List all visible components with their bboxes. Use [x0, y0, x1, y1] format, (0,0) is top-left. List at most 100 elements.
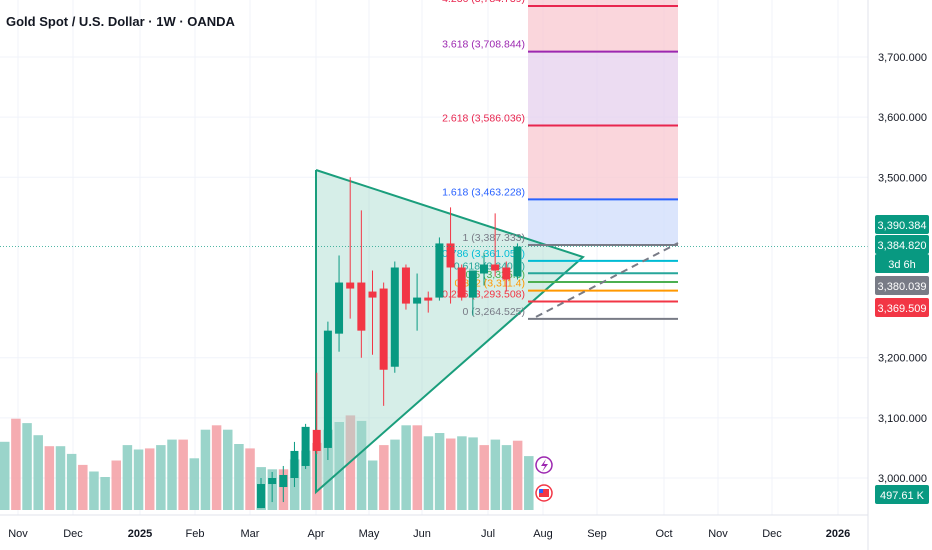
- volume-bar: [200, 429, 211, 510]
- candle-body: [502, 267, 511, 280]
- chart-title: Gold Spot / U.S. Dollar · 1W · OANDA: [6, 14, 235, 29]
- price-badge-label: 3,380.039: [878, 281, 927, 293]
- volume-bar: [490, 439, 501, 510]
- y-tick-label: 3,200.000: [878, 353, 927, 365]
- volume-bar: [55, 446, 66, 510]
- volume-bar: [122, 445, 133, 510]
- y-tick-label: 3,500.000: [878, 172, 927, 184]
- price-badge-label: 3,369.509: [878, 303, 927, 315]
- candle-body: [268, 478, 277, 485]
- volume-bar: [446, 438, 456, 510]
- volume-bar: [223, 429, 233, 510]
- fib-label: 1.618 (3,463.228): [442, 186, 525, 198]
- candle-body: [413, 297, 422, 304]
- y-tick-label: 3,000.000: [878, 473, 927, 485]
- volume-bar: [66, 453, 77, 510]
- fib-label: 3.618 (3,708.844): [442, 39, 525, 51]
- volume-bar: [22, 423, 32, 510]
- x-tick-label: Dec: [63, 528, 83, 540]
- fib-label: 2.618 (3,586.036): [442, 113, 525, 125]
- volume-bar: [167, 439, 177, 510]
- x-tick-label: Apr: [307, 528, 324, 540]
- volume-bar: [524, 456, 534, 510]
- candle-body: [357, 282, 366, 331]
- volume-bar: [245, 448, 255, 510]
- fib-zone: [528, 51, 678, 126]
- x-tick-label: Mar: [241, 528, 260, 540]
- us-flag-canton: [539, 489, 543, 493]
- candle-body: [257, 484, 265, 509]
- volume-bar: [133, 449, 144, 510]
- price-badge: [875, 254, 929, 273]
- lightning-icon: [541, 459, 548, 472]
- fib-zone: [528, 125, 678, 200]
- fib-label: 1 (3,387.333): [463, 232, 525, 244]
- fib-label: 0.236 (3,293.508): [442, 288, 525, 300]
- volume-bar: [156, 445, 166, 510]
- x-tick-label: May: [359, 528, 380, 540]
- candle-body: [457, 267, 466, 298]
- x-tick-label: Feb: [186, 528, 205, 540]
- y-tick-label: 3,100.000: [878, 413, 927, 425]
- volume-bar: [379, 445, 389, 510]
- projection-line: [535, 242, 679, 318]
- candle-body: [290, 450, 299, 478]
- x-tick-label: Sep: [587, 528, 607, 540]
- candle-body: [301, 426, 310, 466]
- candle-body: [379, 288, 388, 370]
- volume-bar: [178, 439, 188, 510]
- volume-bar: [512, 440, 523, 510]
- volume-bar: [434, 433, 445, 510]
- x-tick-label: Nov: [8, 528, 28, 540]
- triangle-outline: [315, 169, 585, 495]
- volume-bar: [367, 460, 378, 510]
- volume-bar: [412, 425, 423, 510]
- volume-bar: [144, 448, 155, 510]
- volume-bar: [189, 458, 200, 510]
- x-tick-label: Jun: [413, 528, 431, 540]
- fib-label: 4.236 (3,784.739): [442, 0, 525, 5]
- volume-bar: [457, 436, 467, 510]
- volume-bar: [78, 464, 88, 510]
- candle-body: [480, 264, 488, 274]
- fib-label: 0 (3,264.525): [463, 306, 525, 318]
- fib-zone: [528, 199, 678, 246]
- volume-bar: [33, 435, 43, 510]
- price-badge-label: 3,390.384: [878, 220, 927, 232]
- price-badge-label: 3d 6h: [888, 259, 916, 271]
- volume-bar: [390, 439, 400, 510]
- volume-bar: [234, 444, 244, 510]
- volume-bar: [111, 460, 121, 510]
- volume-bar: [0, 441, 10, 510]
- candle-body: [513, 246, 522, 277]
- volume-badge-label: 497.61 K: [880, 490, 925, 502]
- volume-bar: [501, 445, 512, 510]
- candle-body: [424, 297, 433, 301]
- candle-body: [279, 474, 288, 488]
- volume-bar: [401, 425, 411, 510]
- fib-zone: [528, 6, 678, 52]
- volume-bar: [423, 436, 434, 510]
- candle-body: [346, 282, 355, 289]
- candle-body: [446, 243, 455, 268]
- candle-body: [468, 270, 477, 298]
- us-flag-icon: [539, 489, 549, 497]
- volume-bar: [301, 450, 311, 510]
- candle-body: [435, 243, 444, 298]
- candle-body: [401, 267, 410, 304]
- y-tick-label: 3,700.000: [878, 52, 927, 64]
- price-badge: [875, 235, 929, 254]
- x-tick-label: Nov: [708, 528, 728, 540]
- volume-bar: [89, 471, 99, 510]
- volume-bar: [334, 422, 344, 510]
- volume-bar: [44, 446, 55, 510]
- candle-body: [368, 291, 377, 298]
- x-tick-label: 2026: [826, 528, 850, 540]
- price-badge: [875, 276, 929, 295]
- candle-body: [335, 282, 344, 334]
- candle-body: [323, 330, 332, 448]
- volume-bar: [468, 437, 478, 510]
- x-tick-label: 2025: [128, 528, 152, 540]
- x-tick-label: Aug: [533, 528, 553, 540]
